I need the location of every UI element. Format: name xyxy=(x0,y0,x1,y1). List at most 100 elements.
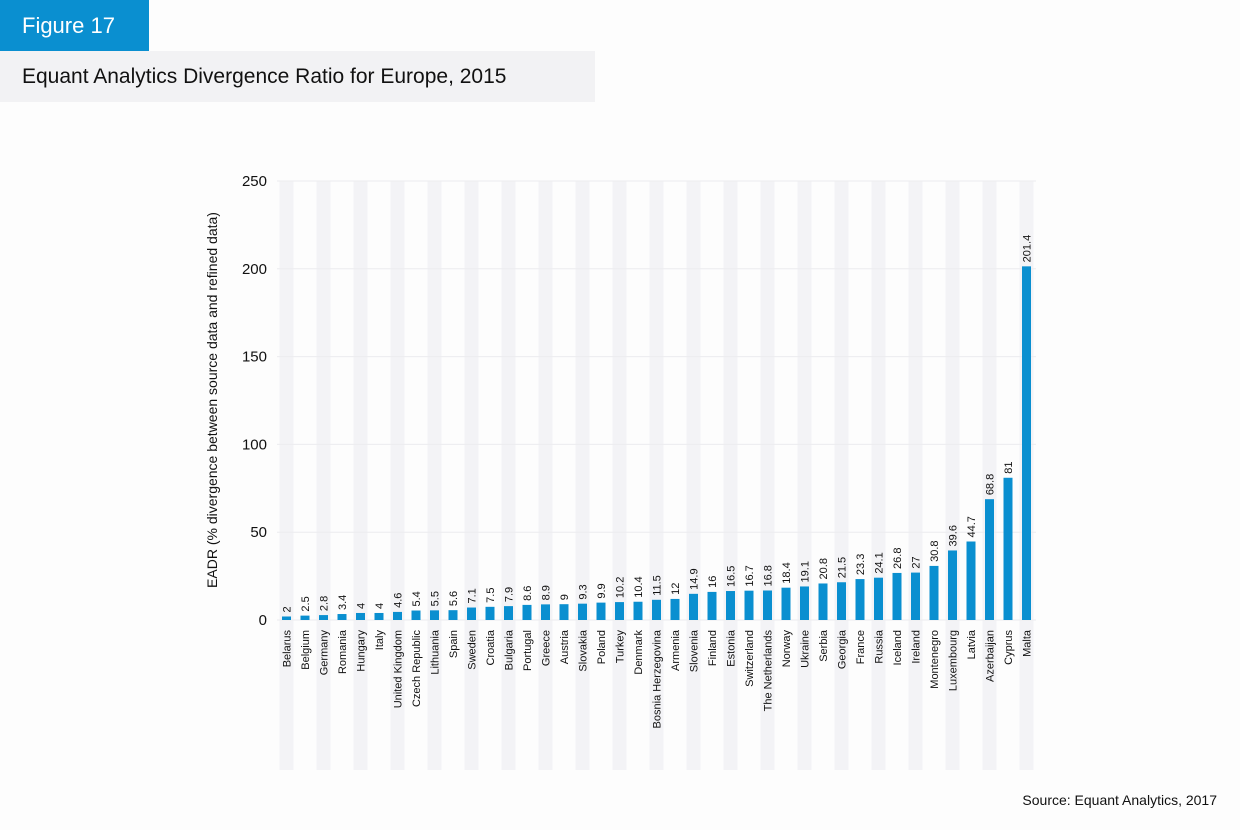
y-tick-label: 0 xyxy=(259,612,267,629)
value-label: 2 xyxy=(282,606,294,612)
bar-denmark xyxy=(633,601,643,620)
column-stripe xyxy=(649,181,664,770)
bar-portugal xyxy=(522,604,532,620)
value-label: 44.7 xyxy=(966,516,978,537)
y-axis-title: EADR (% divergence between source data a… xyxy=(204,212,220,588)
bar-austria xyxy=(559,604,569,620)
bar-norway xyxy=(781,587,791,620)
gridlines xyxy=(277,180,1036,621)
category-label: Malta xyxy=(1022,629,1034,657)
value-label: 9.3 xyxy=(578,584,590,599)
column-stripe xyxy=(464,181,479,770)
bar-armenia xyxy=(670,598,680,620)
value-label: 27 xyxy=(911,556,923,568)
category-label: Montenegro xyxy=(929,630,941,689)
column-stripe xyxy=(871,181,886,770)
value-label: 5.6 xyxy=(448,591,460,606)
category-label: Slovakia xyxy=(578,629,590,671)
column-stripe xyxy=(908,181,923,770)
y-tick-label: 200 xyxy=(242,261,267,278)
value-labels: 2 2.5 2.8 3.4 4 4 4.6 5.4 5.5 5.6 7.1 7.5 7.9 8.6 8.9 9… xyxy=(282,235,1034,613)
value-label: 7.9 xyxy=(504,587,516,602)
bar-bulgaria xyxy=(504,606,513,620)
category-label: Lithuania xyxy=(430,629,442,675)
category-label: Romania xyxy=(337,629,349,674)
value-label: 4 xyxy=(374,603,386,609)
column-stripe xyxy=(612,181,627,770)
value-label: 18.4 xyxy=(781,562,793,583)
category-label: Bulgaria xyxy=(504,629,516,670)
figure-badge: Figure 17 xyxy=(0,0,149,51)
bar-ukraine xyxy=(800,586,809,620)
bar-switzerland xyxy=(744,590,754,620)
bar-latvia xyxy=(966,541,976,620)
bar-ireland xyxy=(911,572,920,620)
value-label: 26.8 xyxy=(892,548,904,569)
column-stripe xyxy=(538,181,553,770)
y-tick-label: 150 xyxy=(242,349,267,366)
category-label: Belarus xyxy=(282,630,294,668)
column-stripe xyxy=(501,181,516,770)
bar-turkey xyxy=(615,602,624,620)
bar-malta xyxy=(1022,266,1031,620)
category-label: Ukraine xyxy=(800,630,812,668)
value-label: 19.1 xyxy=(800,561,812,582)
category-label: Luxembourg xyxy=(948,630,960,691)
category-label: France xyxy=(855,630,867,664)
category-label: Poland xyxy=(596,630,608,664)
category-label: Spain xyxy=(448,630,460,658)
column-stripe xyxy=(982,181,997,770)
value-label: 201.4 xyxy=(1022,235,1034,263)
category-label: Belgium xyxy=(300,630,312,670)
bar-greece xyxy=(541,604,550,620)
value-label: 16 xyxy=(707,576,719,588)
value-label: 10.2 xyxy=(615,577,627,598)
value-label: 30.8 xyxy=(929,540,941,561)
value-label: 81 xyxy=(1003,462,1015,474)
column-stripe xyxy=(686,181,701,770)
bar-germany xyxy=(319,615,328,620)
value-label: 20.8 xyxy=(818,558,830,579)
column-stripe xyxy=(279,181,294,770)
category-label: Finland xyxy=(707,630,719,666)
bar-finland xyxy=(707,591,717,620)
bar-romania xyxy=(337,614,347,620)
category-label: Sweden xyxy=(467,630,479,670)
value-label: 4.6 xyxy=(393,593,405,608)
category-label: Ireland xyxy=(911,630,923,664)
category-label: United Kingdom xyxy=(393,630,405,708)
value-label: 16.5 xyxy=(726,566,738,587)
bar-slovakia xyxy=(578,603,587,620)
bar-estonia xyxy=(726,591,735,620)
value-label: 3.4 xyxy=(337,595,349,610)
value-label: 4 xyxy=(356,603,368,609)
bar-azerbaijan xyxy=(985,499,994,620)
category-label: Serbia xyxy=(818,629,830,662)
category-label: Cyprus xyxy=(1003,630,1015,665)
bar-croatia xyxy=(485,606,495,620)
category-labels: Belarus Belgium Germany Romania Hungary Italy… xyxy=(282,629,1034,728)
category-label: Azerbaijan xyxy=(985,630,997,682)
value-label: 68.8 xyxy=(985,474,997,495)
bar-bosnia-herzegovina xyxy=(652,599,661,620)
bar-belgium xyxy=(300,615,310,620)
chart-title: Equant Analytics Divergence Ratio for Eu… xyxy=(0,51,595,102)
category-label: Switzerland xyxy=(744,630,756,687)
value-label: 39.6 xyxy=(948,525,960,546)
bar-luxembourg xyxy=(948,550,957,620)
bars xyxy=(282,266,1031,620)
column-stripe xyxy=(575,181,590,770)
column-stripe xyxy=(723,181,738,770)
category-label: Italy xyxy=(374,630,386,651)
bar-france xyxy=(855,579,865,620)
category-label: Slovenia xyxy=(689,629,701,672)
value-label: 5.5 xyxy=(430,591,442,606)
bar-cyprus xyxy=(1003,477,1013,620)
value-label: 9 xyxy=(559,594,571,600)
y-axis-ticks: 0 50 100 150 200 250 xyxy=(242,173,267,629)
category-label: Estonia xyxy=(726,629,738,667)
category-label: Portugal xyxy=(522,630,534,671)
value-label: 12 xyxy=(670,583,682,595)
value-label: 7.1 xyxy=(467,588,479,603)
